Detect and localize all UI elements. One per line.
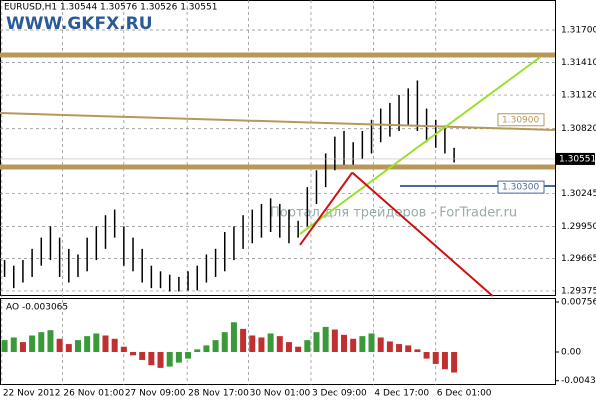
x-tick-label: 27 Nov 09:00 (125, 389, 186, 399)
ao-bar (84, 336, 91, 353)
ao-bar (432, 352, 439, 364)
y-tick-label: 1.29665 (561, 254, 596, 264)
ao-bar (29, 335, 36, 353)
ao-bar (175, 352, 182, 363)
current-price-box (556, 152, 595, 165)
ao-bar (194, 349, 201, 353)
x-tick-label: 4 Dec 17:00 (374, 389, 429, 399)
ao-bar (240, 328, 247, 353)
ao-bar (377, 337, 384, 353)
y-tick-label: 1.31120 (561, 91, 596, 101)
y-tick-label: 1.30820 (561, 124, 596, 134)
ao-bar (441, 352, 448, 370)
main-frame (0, 0, 556, 296)
x-tick-label: 30 Nov 01:00 (250, 389, 311, 399)
ao-bar (93, 333, 100, 353)
ao-bar (212, 340, 219, 353)
ao-bar (120, 346, 127, 353)
ao-bar (203, 345, 210, 353)
watermark: Портал для трейдеров - ForTrader.ru (270, 206, 517, 221)
ao-bar (359, 336, 366, 353)
ao-bar (423, 352, 430, 359)
header: EURUSD,H1 1.30544 1.30576 1.30526 1.3055… (4, 3, 217, 13)
x-tick-label: 22 Nov 2012 (3, 389, 61, 399)
y-tick-label: 1.29375 (561, 286, 596, 296)
ao-bar (148, 352, 155, 366)
y-tick-label: 1.31410 (561, 58, 596, 68)
x-tick-label: 28 Nov 17:00 (188, 389, 249, 399)
ao-bar (249, 335, 256, 353)
ao-bar (304, 340, 311, 353)
ao-bar (331, 329, 338, 353)
level-label-box (497, 180, 545, 194)
ao-bar (65, 344, 72, 353)
ao-bar (10, 337, 17, 353)
ao-bar (102, 335, 109, 353)
ao-bar (276, 336, 283, 353)
ao-bar (56, 338, 63, 353)
ao-bar (139, 352, 146, 360)
y-tick-label: 1.29950 (561, 222, 596, 232)
x-tick-label: 3 Dec 09:00 (312, 389, 367, 399)
trend-line (299, 56, 541, 235)
logo: WWW.GKFX.RU (6, 14, 153, 34)
x-tick-label: 26 Nov 01:00 (63, 389, 124, 399)
y-tick-label: 0.00 (561, 348, 581, 358)
trend-line (351, 171, 494, 297)
ao-bar (157, 352, 164, 368)
y-tick-label: 1.30245 (561, 189, 596, 199)
ao-bar (414, 349, 421, 353)
y-tick-label: -0.00434 (561, 376, 596, 386)
ao-bar (258, 337, 265, 353)
ao-bar (368, 333, 375, 353)
x-tick-label: 6 Dec 01:00 (437, 389, 492, 399)
ao-bar (166, 352, 173, 367)
trend-line (299, 171, 354, 246)
ao-bar (295, 346, 302, 353)
ao-bar (1, 340, 8, 353)
ao-bar (185, 352, 192, 359)
ao-bar (341, 334, 348, 353)
ao-label: AO -0.003065 (6, 303, 68, 313)
ao-bar (221, 332, 228, 353)
ao-bar (451, 352, 458, 373)
ao-bar (313, 332, 320, 353)
trend-line (0, 112, 556, 131)
ao-bar (111, 338, 118, 353)
level-label: 1.30900 (502, 115, 539, 125)
ao-bar (396, 344, 403, 353)
ao-frame (0, 298, 556, 385)
level-label-box (497, 113, 545, 127)
ao-bar (405, 345, 412, 353)
ao-bar (267, 333, 274, 353)
current-price: 1.30551 (559, 154, 596, 164)
y-tick-label: 1.31700 (561, 25, 596, 35)
ao-bar (285, 342, 292, 353)
y-tick-label: 0.007562 (561, 298, 596, 308)
ao-bar (130, 352, 137, 356)
ao-bar (350, 338, 357, 353)
ao-bar (47, 330, 54, 353)
ao-bar (386, 341, 393, 353)
ao-bar (74, 340, 81, 353)
ao-bar (19, 342, 26, 353)
level-label: 1.30300 (502, 183, 539, 193)
ao-bar (322, 326, 329, 353)
ao-bar (38, 332, 45, 353)
ao-bar (230, 322, 237, 353)
